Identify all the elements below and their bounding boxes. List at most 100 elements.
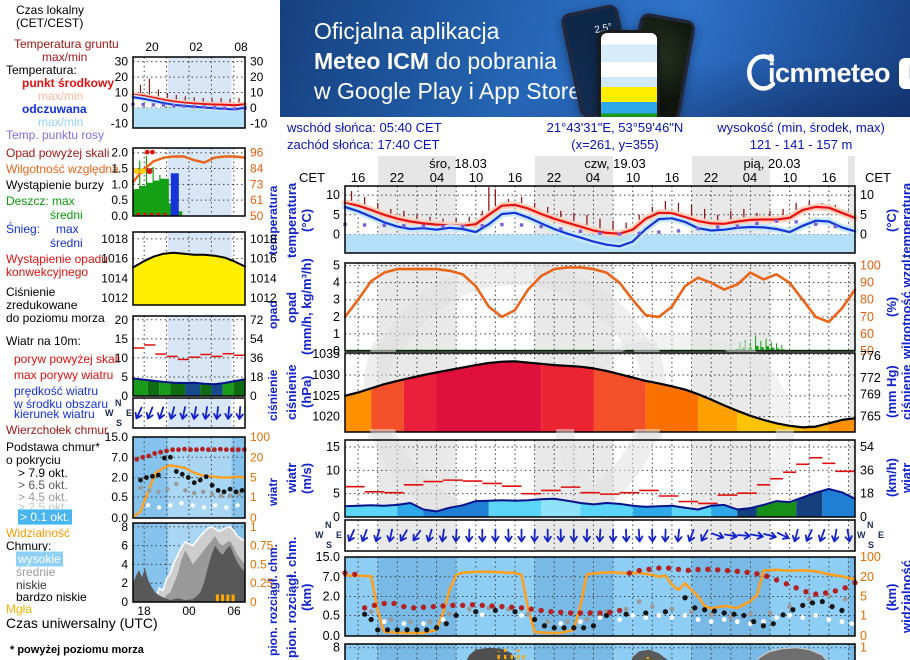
svg-text:0: 0 [250,101,257,115]
legend-snow: Śnieg: [6,222,41,236]
legend-temp-header: Temperatura: [6,63,77,77]
icmmeteo-logo: icmmeteo M° [742,50,910,96]
svg-text:5: 5 [860,208,867,222]
mini-top-tick: 08 [234,40,248,54]
legend-feels-maxmin: max/min [38,115,84,129]
svg-text:769: 769 [860,388,881,402]
legend-humidity: Wilgotność względna [6,162,119,176]
m5-chart [132,397,246,429]
svg-text:1: 1 [860,608,867,622]
legend-snow-max: max [56,222,79,236]
time-tick-label: 10 [625,170,641,185]
app-promo-banner[interactable]: Oficjalna aplikacja Meteo ICM do pobrani… [280,0,910,117]
svg-text:72: 72 [250,313,264,327]
m7-chart: 8 6 4 2 0 1 0.75 0.5 0.25 0 [121,520,273,609]
svg-text:1012: 1012 [101,291,128,305]
legend-gust-overscale: poryw powyżej skali [14,352,121,366]
svg-text:10: 10 [326,463,340,477]
svg-text:0: 0 [250,389,257,403]
svg-text:80: 80 [860,293,874,307]
legend-dewpoint: Temp. punktu rosy [6,128,105,142]
legend-pressure-2: zredukowane [6,298,78,312]
svg-text:1014: 1014 [250,271,277,285]
legend-clouds-verylow: bardzo niskie [16,590,87,604]
footnote: * powyżej poziomu morza [10,644,144,656]
svg-text:1035: 1035 [312,347,340,361]
svg-text:100: 100 [860,550,881,564]
cloud-chart: 15.0 7.0 2.0 0.5 0.0 100 20 5 1 0 [316,550,881,643]
svg-text:30: 30 [115,55,129,69]
cet-label-left: CET [299,170,325,185]
legend-okta-01: > 0.1 okt. [18,509,72,525]
night-band [535,156,613,185]
mini-bottom-tick: 00 [182,604,196,618]
svg-text:61: 61 [250,193,264,207]
cet-label-right: CET [865,170,891,185]
svg-text:54: 54 [860,440,874,454]
legend-fog: Mgła [6,602,33,616]
legend-wind-header: Wiatr na 10m: [6,334,81,348]
svg-text:3: 3 [333,293,340,307]
legend-wind-speed-2: w środku obszaru [14,397,109,411]
svg-text:7.0: 7.0 [111,450,128,464]
svg-text:1.0: 1.0 [111,177,128,191]
svg-text:20: 20 [250,450,264,464]
time-tick-label: 10 [782,170,798,185]
svg-text:15.0: 15.0 [105,430,129,444]
svg-text:0: 0 [121,389,128,403]
time-tick-label: 04 [742,170,758,185]
banner-line2: Meteo ICM do pobrania [314,48,557,74]
svg-text:1: 1 [333,327,340,341]
svg-text:2.0: 2.0 [111,146,128,160]
svg-text:5: 5 [121,370,128,384]
svg-text:0.5: 0.5 [111,193,128,207]
svg-text:20: 20 [860,570,874,584]
svg-text:1018: 1018 [101,232,128,246]
logo-swirl-icon [747,54,776,91]
svg-text:50: 50 [860,344,874,358]
legend-cloud-base-2: o pokryciu [6,453,61,467]
svg-text:0: 0 [121,101,128,115]
legend-ground-temp-2: max/min [42,50,88,64]
svg-text:1020: 1020 [312,410,340,424]
svg-text:60: 60 [860,327,874,341]
time-tick-label: 22 [546,170,562,185]
legend-rain-avg: średni [50,208,83,222]
svg-text:765: 765 [860,410,881,424]
svg-text:54: 54 [250,332,264,346]
mini-bottom-tick: 18 [137,604,151,618]
svg-text:18: 18 [860,487,874,501]
legend-okta-65: > 6.5 okt. [18,478,68,492]
svg-text:10: 10 [115,351,129,365]
svg-text:1: 1 [250,490,257,504]
svg-text:36: 36 [250,351,264,365]
legend-ground-temp: Temperatura gruntu [14,37,119,51]
svg-text:0: 0 [860,227,867,241]
logo-badge: M° [899,57,910,89]
night-band [378,156,456,185]
night-band [692,156,770,185]
svg-text:1016: 1016 [250,252,277,266]
svg-text:5: 5 [333,259,340,273]
legend-convective-2: konwekcyjnego [6,265,89,279]
sunrise-info: wschód słońca: 05:40 CET [287,120,442,135]
svg-text:1030: 1030 [312,368,340,382]
svg-text:20: 20 [115,313,129,327]
svg-text:100: 100 [860,259,881,273]
svg-text:0.0: 0.0 [323,629,340,643]
svg-text:0: 0 [860,510,867,524]
logo-text: icmmeteo [768,57,891,88]
svg-text:0: 0 [860,629,867,643]
svg-text:100: 100 [250,430,270,444]
legend-clouds-header: Chmury: [6,539,52,553]
mini-top-tick: 02 [189,40,203,54]
night-band [848,156,855,185]
legend-clouds-high: wysokie [16,551,63,567]
date-wed: śro, 18.03 [429,156,487,171]
